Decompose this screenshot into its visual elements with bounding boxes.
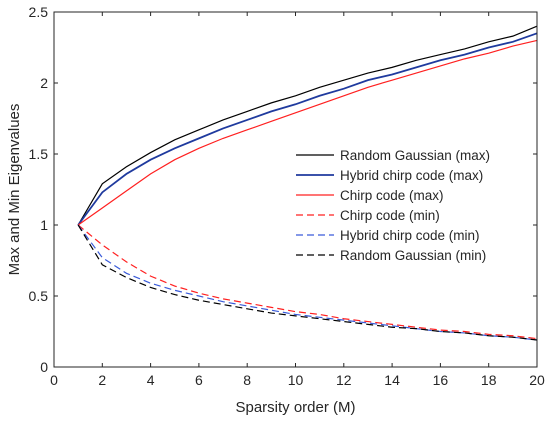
legend-label: Chirp code (max): [340, 188, 444, 203]
x-tick-label: 20: [529, 372, 545, 388]
legend-label: Random Gaussian (max): [340, 148, 490, 163]
x-tick-label: 12: [336, 372, 352, 388]
x-tick-label: 6: [195, 372, 203, 388]
legend: Random Gaussian (max) Hybrid chirp code (…: [296, 148, 490, 263]
x-tick-label: 4: [147, 372, 155, 388]
legend-label: Chirp code (min): [340, 208, 440, 223]
series-line-2: [77, 32, 538, 226]
plot-frame: [53, 11, 538, 368]
axis-ticks: [53, 11, 538, 368]
x-tick-label: 10: [288, 372, 304, 388]
x-tick-label: 8: [243, 372, 251, 388]
legend-label: Hybrid chirp code (max): [340, 168, 483, 183]
x-tick-label: 14: [384, 372, 400, 388]
y-tick-label: 1.5: [29, 146, 49, 162]
series-line-6: [77, 224, 538, 341]
y-tick-label: 1: [40, 217, 48, 233]
series-line-1: [77, 25, 538, 226]
x-axis-label: Sparsity order (M): [235, 399, 355, 416]
y-axis-label: Max and Min Eigenvalues: [6, 104, 23, 276]
plot-lines: [77, 25, 538, 341]
x-tick-label: 2: [98, 372, 106, 388]
x-tick-label: 18: [481, 372, 497, 388]
x-tick-label: 16: [433, 372, 449, 388]
series-line-3: [77, 39, 538, 226]
y-tick-label: 2.5: [29, 4, 49, 20]
y-tick-label: 2: [40, 75, 48, 91]
axis-tick-labels: 0 2 4 6 8 10 12 14 16 18 20 0 0.5 1 1.5 2 2.5: [29, 4, 545, 388]
y-tick-label: 0: [40, 359, 48, 375]
y-tick-label: 0.5: [29, 288, 49, 304]
series-line-4: [77, 224, 538, 340]
legend-label: Hybrid chirp code (min): [340, 228, 480, 243]
x-tick-label: 0: [50, 372, 58, 388]
legend-label: Random Gaussian (min): [340, 248, 486, 263]
